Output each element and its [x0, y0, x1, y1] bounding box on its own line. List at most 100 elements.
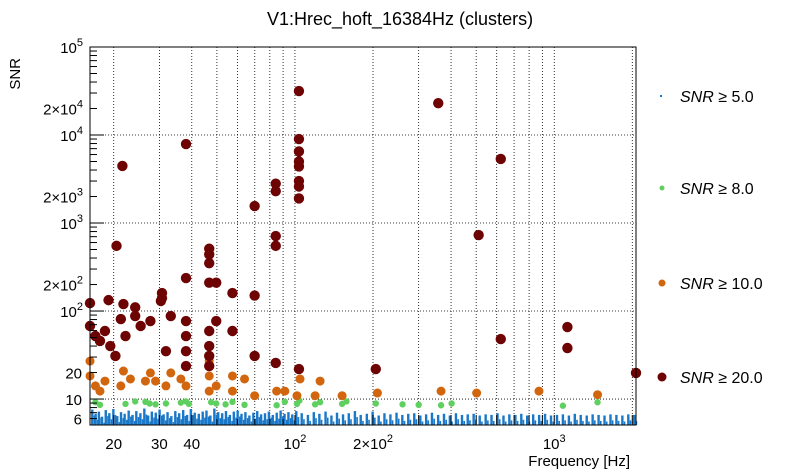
data-point [97, 411, 101, 425]
data-point [222, 401, 229, 408]
data-point [436, 386, 446, 396]
data-point [139, 413, 142, 425]
data-point [437, 402, 445, 409]
data-point [240, 374, 250, 384]
data-point [140, 376, 150, 386]
data-point [96, 401, 104, 409]
data-point [193, 412, 196, 425]
data-point [552, 421, 555, 425]
data-point [303, 419, 305, 425]
data-point [279, 410, 282, 425]
data-point [227, 325, 238, 337]
data-point [204, 257, 215, 269]
data-point [287, 412, 290, 425]
data-point [617, 420, 620, 425]
x-tick-label: 2×102 [353, 433, 393, 453]
data-point [561, 414, 565, 425]
data-point [263, 413, 267, 425]
data-point [525, 415, 529, 425]
data-point [207, 399, 215, 406]
data-point [189, 409, 193, 425]
legend-label: SNR ≥ 20.0 [680, 370, 763, 387]
data-point [118, 366, 128, 376]
data-point [415, 419, 418, 425]
data-point [239, 416, 241, 425]
data-point [176, 374, 186, 384]
y-tick-label: 104 [60, 125, 83, 145]
data-point [281, 398, 289, 406]
data-point [115, 313, 127, 325]
data-point [166, 412, 169, 425]
y-tick-label: 20 [65, 366, 82, 383]
data-point [153, 417, 155, 425]
data-point [582, 420, 584, 425]
data-point [594, 399, 601, 406]
data-point [424, 414, 428, 425]
data-point [555, 414, 559, 425]
data-point [623, 421, 626, 425]
data-point [201, 411, 204, 425]
data-point [293, 146, 305, 157]
data-point [463, 420, 465, 425]
data-point [498, 419, 501, 425]
data-point [407, 413, 410, 425]
data-point [100, 416, 104, 425]
data-point [151, 376, 161, 386]
data-point [126, 419, 128, 425]
y-tick-label: 10 [65, 392, 82, 409]
data-point [174, 411, 177, 425]
y-tick-label: 2×103 [43, 187, 83, 207]
data-point [155, 295, 167, 307]
data-point [110, 419, 113, 425]
legend-label: SNR ≥ 10.0 [680, 276, 763, 293]
plot-frame [89, 46, 637, 426]
data-point [567, 415, 571, 425]
data-point [137, 417, 140, 425]
data-point [356, 417, 358, 425]
data-point [204, 386, 214, 396]
data-point [484, 414, 487, 425]
data-point [146, 400, 153, 407]
data-point [122, 400, 129, 408]
data-point [223, 419, 226, 425]
data-point [391, 420, 394, 425]
data-point [180, 315, 192, 327]
data-point [118, 422, 121, 425]
data-point [448, 415, 452, 425]
data-point [318, 413, 321, 425]
data-point [270, 357, 281, 369]
legend-marker [659, 185, 665, 191]
data-point [344, 420, 347, 425]
data-point [293, 193, 305, 204]
data-point [359, 414, 362, 425]
data-point [211, 315, 222, 327]
data-point [100, 376, 110, 386]
data-point [129, 310, 141, 322]
data-point [593, 390, 603, 400]
grid-lines [90, 47, 636, 425]
data-point [204, 340, 215, 352]
x-axis-label: Frequency [Hz] [528, 453, 630, 470]
data-point [105, 340, 116, 352]
data-point [182, 410, 185, 425]
data-point [347, 413, 350, 425]
data-point [332, 421, 335, 425]
data-point [285, 419, 288, 425]
data-point [338, 418, 340, 425]
data-point [330, 415, 333, 425]
data-point [627, 414, 630, 425]
data-point [192, 415, 194, 425]
data-point [365, 413, 369, 425]
x-tick-label: 40 [183, 436, 200, 453]
data-point [487, 420, 489, 425]
data-point [177, 399, 185, 406]
data-point [395, 412, 398, 425]
data-point [280, 386, 290, 396]
data-point [481, 421, 483, 425]
data-point [227, 287, 238, 299]
data-point [213, 400, 220, 407]
data-point [165, 310, 176, 322]
data-point [275, 412, 278, 425]
data-point [236, 410, 239, 425]
data-point [570, 421, 572, 425]
